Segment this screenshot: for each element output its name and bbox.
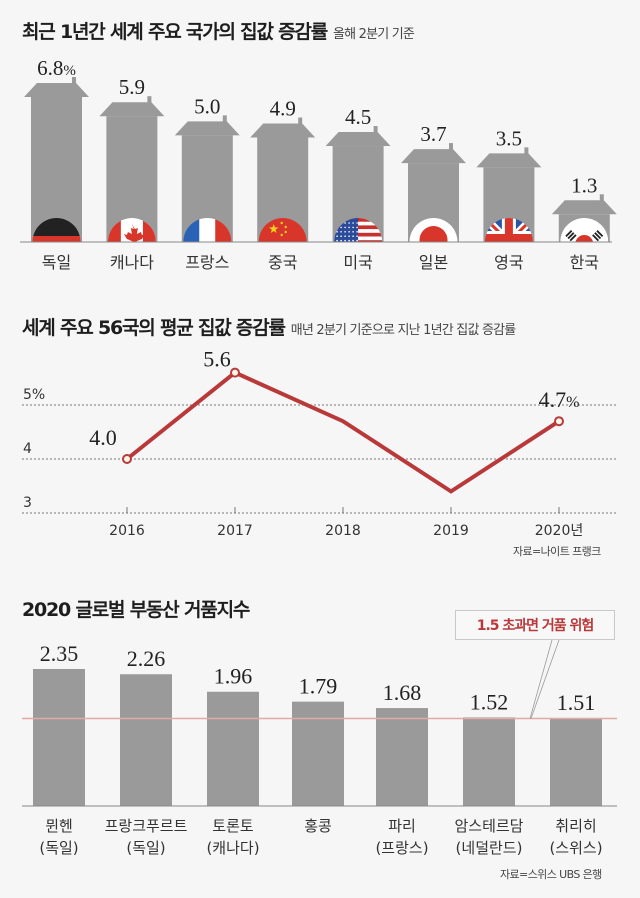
value-label: 4.9 bbox=[270, 97, 296, 121]
value-label: 2.35 bbox=[40, 641, 79, 666]
bar bbox=[376, 708, 428, 806]
house-bar bbox=[99, 96, 165, 242]
house-bar bbox=[551, 194, 617, 242]
category-sublabel: (프랑스) bbox=[375, 839, 428, 857]
point-value-label: 4.7% bbox=[539, 387, 580, 412]
chart2-title: 세계 주요 56국의 평균 집값 증감률 매년 2분기 기준으로 지난 1년간 집… bbox=[22, 313, 516, 340]
bubble-threshold-callout: 1.5 초과면 거품 위험 bbox=[455, 610, 615, 640]
category-sublabel: (스위스) bbox=[549, 839, 602, 857]
value-label: 1.79 bbox=[299, 674, 338, 699]
house-chimney bbox=[72, 77, 76, 85]
category-label: 프랑스 bbox=[185, 253, 229, 272]
chart3-source: 자료=스위스 UBS 은행 bbox=[500, 868, 602, 881]
point-value-label: 5.6 bbox=[203, 350, 231, 372]
x-tick-label: 2019 bbox=[433, 523, 469, 539]
category-label: 프랑크푸르트 bbox=[105, 817, 188, 835]
y-tick-label: 3 bbox=[23, 495, 32, 511]
line-chart: 5% 4 3 2016 2017 2018 2019 2020년 4.0 5.6 4.7% bbox=[22, 350, 617, 539]
bar bbox=[120, 674, 172, 806]
category-label: 영국 bbox=[494, 253, 523, 272]
house-roof bbox=[401, 149, 466, 164]
bar bbox=[207, 691, 259, 806]
house-roof bbox=[476, 153, 542, 168]
value-label: 1.3 bbox=[571, 173, 597, 197]
category-label: 독일 bbox=[42, 253, 71, 272]
category-label: 파리 bbox=[388, 817, 416, 835]
chart1-title-text: 최근 1년간 세계 주요 국가의 집값 증감률 bbox=[22, 21, 328, 43]
y-tick-label: 5% bbox=[23, 387, 45, 403]
value-label: 4.5 bbox=[345, 105, 371, 129]
x-tick-label: 2016 bbox=[109, 523, 145, 539]
bar bbox=[463, 717, 515, 806]
house-chimney bbox=[449, 143, 453, 152]
chart3-title: 2020 글로벌 부동산 거품지수 bbox=[22, 599, 250, 621]
x-tick-label: 2020년 bbox=[535, 523, 584, 539]
house-chimney bbox=[298, 117, 303, 126]
house-chimney bbox=[524, 147, 529, 156]
house-roof bbox=[250, 123, 316, 138]
bar bbox=[33, 668, 85, 806]
chart1-title: 최근 1년간 세계 주요 국가의 집값 증감률 올해 2분기 기준 bbox=[22, 17, 415, 44]
value-label: 1.68 bbox=[383, 680, 422, 705]
category-label: 취리히 bbox=[555, 817, 596, 835]
house-chimney bbox=[373, 126, 378, 135]
series-line bbox=[125, 370, 561, 494]
category-sublabel: (캐나다) bbox=[206, 839, 259, 857]
house-bar-chart: 6.8% 독일 5.9 캐나다 5.0 프랑스 4.9 중국 4.5 미국 3.7 일본 3.5 영국 1.… bbox=[20, 56, 617, 272]
house-roof bbox=[325, 132, 391, 147]
value-label: 5.9 bbox=[119, 75, 145, 99]
category-label: 미국 bbox=[343, 253, 372, 272]
house-bar bbox=[250, 117, 316, 242]
x-tick-label: 2017 bbox=[217, 523, 253, 539]
category-label: 암스테르담 bbox=[454, 817, 523, 835]
house-roof bbox=[551, 200, 617, 215]
bar bbox=[292, 701, 344, 806]
category-label: 토론토 bbox=[212, 817, 254, 835]
house-chimney bbox=[147, 96, 152, 105]
value-label: 3.7 bbox=[420, 122, 446, 146]
value-label: 1.52 bbox=[470, 689, 509, 714]
category-label: 한국 bbox=[570, 253, 599, 272]
category-sublabel: (독일) bbox=[39, 839, 78, 857]
x-tick-label: 2018 bbox=[325, 523, 361, 539]
data-point bbox=[122, 454, 132, 464]
house-bar bbox=[476, 147, 542, 242]
germany-flag-icon bbox=[32, 218, 81, 242]
category-label: 중국 bbox=[268, 253, 297, 272]
point-value-label: 4.0 bbox=[89, 425, 117, 450]
category-label: 홍콩 bbox=[304, 817, 332, 835]
house-chimney bbox=[222, 115, 227, 124]
chart2-source: 자료=나이트 프랭크 bbox=[513, 545, 601, 558]
bar bbox=[550, 717, 602, 806]
callout-pointer bbox=[529, 639, 560, 719]
house-roof bbox=[99, 102, 165, 117]
house-bar bbox=[325, 126, 391, 242]
house-roof bbox=[174, 121, 240, 136]
category-sublabel: (네덜란드) bbox=[456, 839, 523, 857]
chart2-subtitle: 매년 2분기 기준으로 지난 1년간 집값 증감률 bbox=[290, 323, 516, 338]
house-roof bbox=[24, 83, 89, 97]
category-label: 캐나다 bbox=[110, 253, 154, 272]
category-label: 일본 bbox=[419, 253, 448, 272]
chart2-title-text: 세계 주요 56국의 평균 집값 증감률 bbox=[22, 317, 286, 339]
value-label: 3.5 bbox=[496, 126, 522, 150]
value-label: 2.26 bbox=[127, 646, 166, 671]
house-bar bbox=[401, 143, 466, 242]
house-chimney bbox=[599, 194, 604, 203]
house-body bbox=[31, 97, 82, 242]
chart1-subtitle: 올해 2분기 기준 bbox=[333, 27, 415, 42]
value-label: 1.51 bbox=[557, 690, 596, 715]
value-label: 1.96 bbox=[214, 664, 253, 689]
value-label: 5.0 bbox=[194, 94, 220, 118]
bubble-index-bar-chart: 2.35 뮌헨 (독일) 2.26 프랑크푸르트 (독일) 1.96 토론토 (캐나다) 1.79… bbox=[22, 639, 617, 857]
house-bar bbox=[24, 77, 89, 242]
category-label: 뮌헨 bbox=[45, 817, 73, 835]
usa-flag-icon bbox=[334, 218, 383, 242]
value-label: 6.8% bbox=[37, 56, 76, 80]
y-tick-label: 4 bbox=[23, 441, 32, 457]
category-sublabel: (독일) bbox=[126, 839, 165, 857]
data-point bbox=[230, 367, 240, 378]
house-bar bbox=[174, 115, 240, 242]
data-point bbox=[554, 416, 564, 427]
